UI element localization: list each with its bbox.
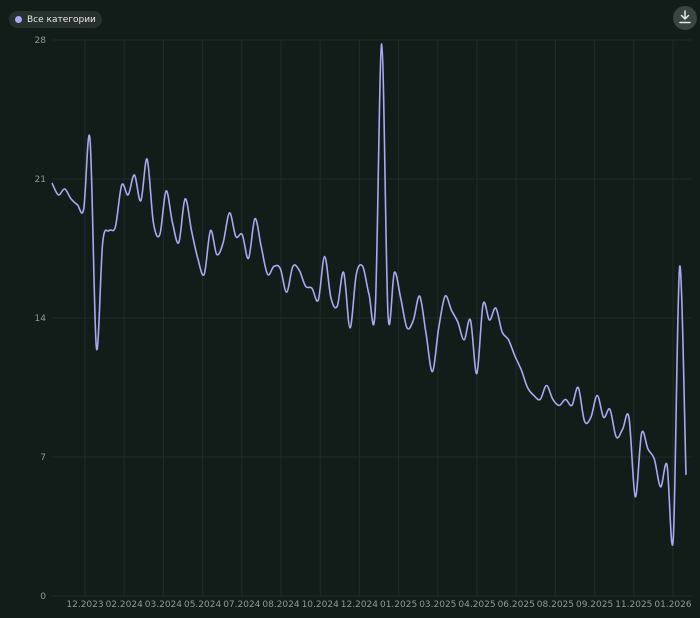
y-tick-label: 7 [40, 453, 46, 463]
download-button[interactable] [673, 6, 697, 30]
x-tick-label: 03.2024 [145, 600, 182, 610]
x-tick-label: 12.2023 [66, 600, 103, 610]
x-tick-label: 01.2025 [380, 600, 417, 610]
series-layer [51, 43, 687, 546]
x-tick-label: 08.2024 [262, 600, 299, 610]
y-tick-label: 0 [40, 592, 46, 602]
legend-label: Все категории [27, 14, 96, 25]
x-tick-label: 10.2024 [302, 600, 339, 610]
x-tick-label: 06.2025 [498, 600, 535, 610]
download-icon [678, 9, 692, 28]
x-tick-label: 03.2025 [419, 600, 456, 610]
y-tick-label: 14 [35, 314, 47, 324]
legend-color-dot [15, 16, 22, 23]
x-tick-label: 04.2025 [458, 600, 495, 610]
y-tick-label: 28 [35, 36, 47, 46]
legend-item-all-categories[interactable]: Все категории [9, 11, 102, 28]
x-tick-label: 08.2025 [537, 600, 574, 610]
axis-layer: 0 7 14 21 28 12.2023 02.2024 03.2024 05.2024 07.2… [35, 36, 692, 610]
series-line-0 [51, 43, 687, 546]
x-tick-label: 02.2024 [106, 600, 143, 610]
x-tick-label: 01.2026 [654, 600, 691, 610]
x-tick-label: 12.2024 [341, 600, 378, 610]
y-tick-label: 21 [35, 175, 46, 185]
x-tick-label: 09.2025 [576, 600, 613, 610]
x-tick-label: 05.2024 [184, 600, 221, 610]
grid-layer [52, 39, 692, 597]
x-tick-label: 11.2025 [615, 600, 652, 610]
x-tick-label: 07.2024 [223, 600, 260, 610]
